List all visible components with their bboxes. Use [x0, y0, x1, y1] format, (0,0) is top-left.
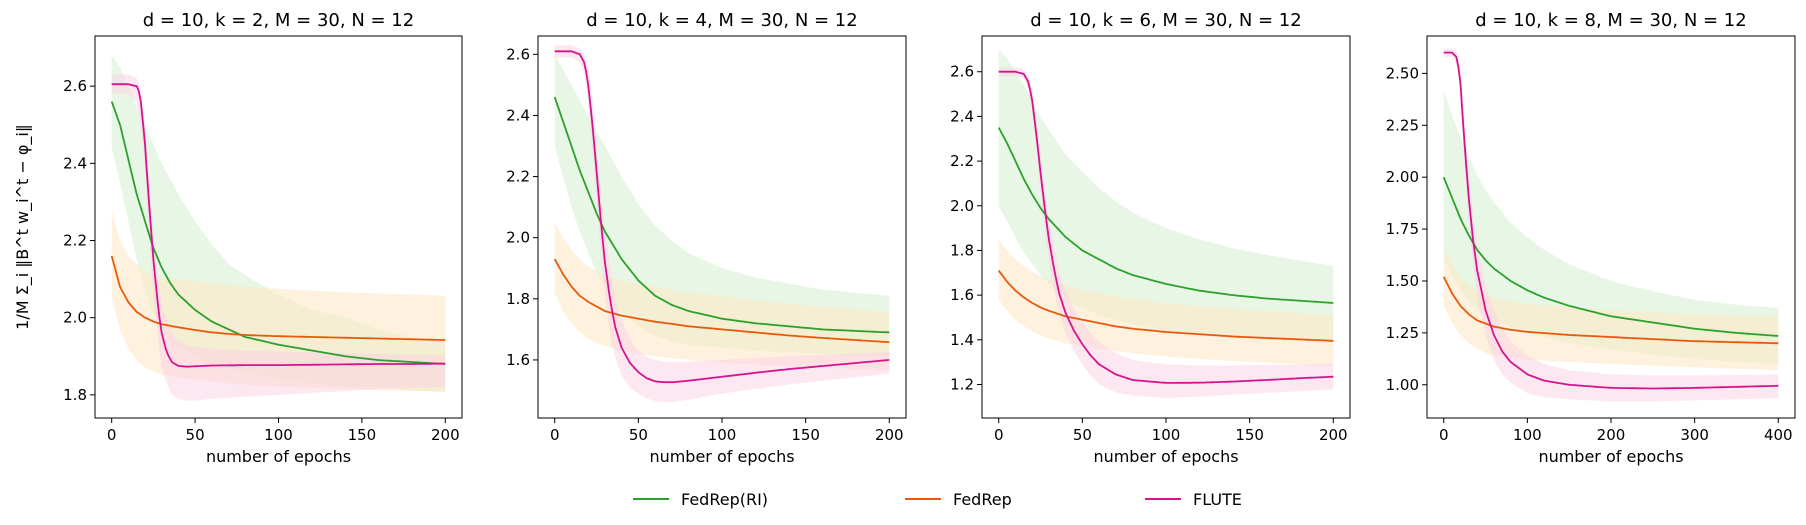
x-tick-label: 100 — [1513, 426, 1542, 444]
y-tick-label: 2.00 — [1386, 168, 1419, 186]
y-tick-label: 2.0 — [950, 197, 974, 215]
y-tick-label: 1.8 — [63, 386, 87, 404]
x-axis-label: number of epochs — [649, 447, 794, 466]
x-tick-label: 0 — [550, 426, 560, 444]
legend-item-fedrep: FedRep — [905, 490, 1012, 509]
y-tick-label: 2.6 — [506, 45, 530, 63]
line-fedrep-ri — [1442, 176, 1779, 337]
y-tick-label: 1.6 — [950, 286, 974, 304]
legend: FedRep(RI) FedRep FLUTE — [633, 490, 1242, 509]
chart-panels: 0 50 100 150 200 1.8 2.0 2.2 2.4 2.6 d = 10, k = 2… — [13, 10, 1796, 466]
line-fedrep-ri — [110, 101, 446, 365]
band-fedrep-ri — [998, 49, 1334, 343]
y-tick-label: 1.50 — [1386, 272, 1419, 290]
legend-item-flute: FLUTE — [1145, 490, 1242, 509]
chart-panel-3: 0 50 100 150 200 1.2 1.4 1.6 1.8 2.0 2.2 2.4 2.6 d = … — [950, 10, 1351, 466]
legend-label: FLUTE — [1193, 490, 1242, 509]
y-tick-label: 1.25 — [1386, 324, 1419, 342]
y-tick-label: 2.2 — [506, 168, 530, 186]
band-fedrep-ri — [1443, 90, 1779, 364]
y-axis-label: 1/M Σ_i ‖B^t w_i^t − φ_i‖ — [13, 124, 33, 330]
y-tick-label: 2.6 — [950, 63, 974, 81]
line-fedrep-ri — [553, 96, 890, 334]
plot-area — [553, 45, 890, 403]
line-fedrep — [110, 255, 446, 341]
line-flute — [554, 50, 890, 384]
legend-item-fedrep-ri: FedRep(RI) — [633, 490, 768, 509]
line-flute — [111, 83, 446, 368]
panel-title: d = 10, k = 8, M = 30, N = 12 — [1475, 10, 1746, 31]
x-tick-label: 200 — [1597, 426, 1626, 444]
x-axis-label: number of epochs — [1093, 447, 1238, 466]
line-fedrep — [997, 270, 1334, 342]
x-tick-label: 150 — [1235, 426, 1264, 444]
chart-panel-2: 0 50 100 150 200 1.6 1.8 2.0 2.2 2.4 2.6 d = 10, k … — [506, 10, 907, 466]
x-tick-label: 200 — [1319, 426, 1348, 444]
x-tick-label: 200 — [431, 426, 460, 444]
chart-panel-4: 0 100 200 300 400 1.00 1.25 1.50 1.75 2.00 2.25 2.5… — [1386, 10, 1796, 466]
x-tick-label: 50 — [629, 426, 648, 444]
x-tick-label: 0 — [1439, 426, 1449, 444]
chart-panel-1: 0 50 100 150 200 1.8 2.0 2.2 2.4 2.6 d = 10, k = 2… — [13, 10, 463, 466]
x-tick-label: 300 — [1680, 426, 1709, 444]
y-tick-label: 1.2 — [950, 375, 974, 393]
x-tick-label: 200 — [875, 426, 904, 444]
band-fedrep — [111, 209, 446, 393]
x-tick-label: 100 — [708, 426, 737, 444]
line-flute — [1443, 51, 1779, 390]
y-tick-label: 1.8 — [506, 290, 530, 308]
line-flute — [998, 70, 1334, 384]
y-tick-label: 2.0 — [63, 309, 87, 327]
y-tick-label: 2.2 — [950, 152, 974, 170]
y-tick-label: 2.50 — [1386, 64, 1419, 82]
line-fedrep — [1442, 276, 1779, 345]
panel-title: d = 10, k = 2, M = 30, N = 12 — [143, 10, 414, 31]
line-fedrep-ri — [997, 127, 1334, 304]
plot-area — [1442, 48, 1779, 402]
band-fedrep — [554, 222, 890, 371]
y-tick-label: 2.4 — [506, 106, 530, 124]
line-fedrep — [553, 258, 890, 344]
x-tick-label: 100 — [264, 426, 293, 444]
band-flute — [111, 74, 446, 401]
y-tick-label: 2.0 — [506, 229, 530, 247]
y-tick-label: 2.2 — [63, 232, 87, 250]
panel-title: d = 10, k = 6, M = 30, N = 12 — [1030, 10, 1301, 31]
x-tick-label: 150 — [348, 426, 377, 444]
x-tick-label: 150 — [791, 426, 820, 444]
x-tick-label: 50 — [186, 426, 205, 444]
x-axis-label: number of epochs — [1538, 447, 1683, 466]
band-fedrep — [1443, 247, 1779, 371]
y-tick-label: 1.6 — [506, 351, 530, 369]
x-tick-label: 0 — [107, 426, 117, 444]
legend-label: FedRep(RI) — [681, 490, 768, 509]
x-tick-label: 50 — [1073, 426, 1092, 444]
y-tick-label: 1.00 — [1386, 376, 1419, 394]
y-tick-label: 2.25 — [1386, 116, 1419, 134]
y-tick-label: 1.75 — [1386, 220, 1419, 238]
y-tick-label: 1.8 — [950, 241, 974, 259]
legend-label: FedRep — [953, 490, 1012, 509]
x-tick-label: 100 — [1152, 426, 1181, 444]
x-tick-label: 400 — [1764, 426, 1793, 444]
panel-title: d = 10, k = 4, M = 30, N = 12 — [586, 10, 857, 31]
y-tick-label: 2.6 — [63, 77, 87, 95]
x-tick-label: 0 — [994, 426, 1004, 444]
y-tick-label: 1.4 — [950, 331, 974, 349]
plot-area — [997, 49, 1334, 398]
plot-area — [110, 55, 446, 401]
y-tick-label: 2.4 — [63, 154, 87, 172]
x-axis-label: number of epochs — [206, 447, 351, 466]
y-tick-label: 2.4 — [950, 107, 974, 125]
